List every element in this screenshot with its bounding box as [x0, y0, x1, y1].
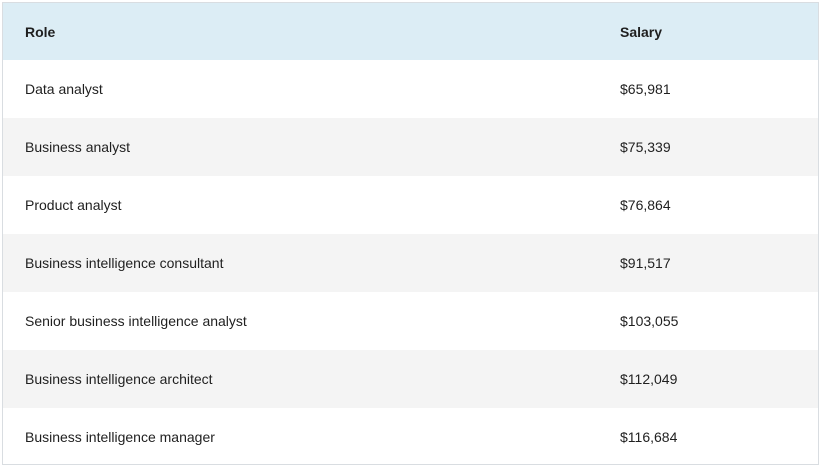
role-cell: Business intelligence consultant	[25, 255, 224, 271]
table-row: Product analyst $76,864	[3, 176, 818, 234]
role-cell: Data analyst	[25, 81, 103, 97]
role-cell: Business analyst	[25, 139, 131, 155]
table-header: Role Salary	[3, 3, 818, 60]
column-header-salary: Salary	[620, 23, 663, 40]
salary-cell: $116,684	[620, 429, 678, 445]
table-row: Business intelligence consultant $91,517	[3, 234, 818, 292]
table-body: Data analyst $65,981 Business analyst $7…	[3, 60, 818, 464]
table-row: Business analyst $75,339	[3, 118, 818, 176]
table-row: Business intelligence architect $112,049	[3, 350, 818, 408]
salary-cell: $91,517	[620, 255, 671, 271]
table-row: Senior business intelligence analyst $10…	[3, 292, 818, 350]
salary-table: Role Salary Data analyst $65,981 Busines…	[3, 3, 818, 464]
salary-cell: $76,864	[620, 197, 671, 213]
salary-cell: $65,981	[620, 81, 671, 97]
table-row: Business intelligence manager $116,684	[3, 408, 818, 464]
role-cell: Business intelligence manager	[25, 429, 215, 445]
salary-cell: $75,339	[620, 139, 671, 155]
table-row: Data analyst $65,981	[3, 60, 818, 118]
role-cell: Product analyst	[25, 197, 122, 213]
salary-cell: $112,049	[620, 371, 678, 387]
table-header-row: Role Salary	[3, 3, 818, 60]
role-cell: Senior business intelligence analyst	[25, 313, 247, 329]
column-header-role: Role	[25, 23, 56, 40]
role-cell: Business intelligence architect	[25, 371, 213, 387]
salary-cell: $103,055	[620, 313, 679, 329]
